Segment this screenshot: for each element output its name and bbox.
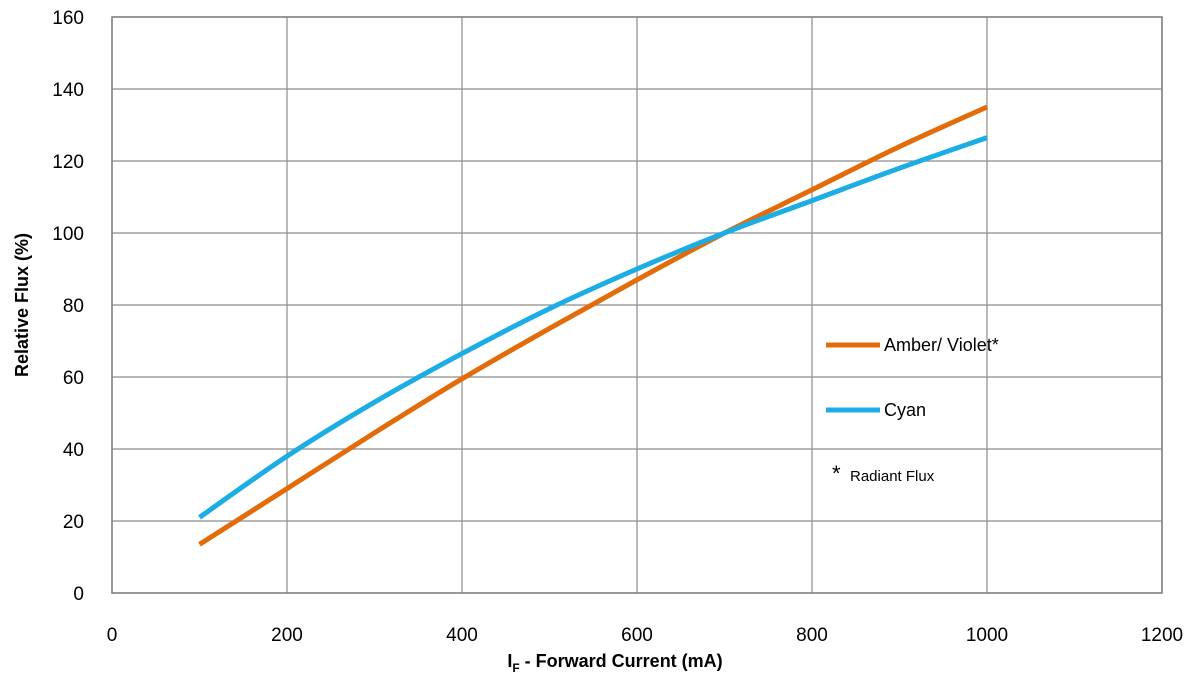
series-line-amber-violet — [198, 104, 989, 547]
legend: Amber/ Violet* Cyan — [826, 335, 999, 420]
y-tick-label: 160 — [52, 8, 84, 29]
x-axis-title-main: I — [507, 651, 512, 671]
radiant-flux-note: * Radiant Flux — [832, 461, 935, 486]
x-tick-label: 1000 — [966, 625, 1008, 646]
y-tick-label: 100 — [52, 224, 84, 245]
grid — [111, 16, 1163, 594]
x-tick-label: 600 — [621, 625, 653, 646]
x-tick-label: 0 — [107, 625, 118, 646]
legend-label-amber-violet: Amber/ Violet* — [884, 335, 999, 355]
radiant-flux-star: * — [832, 461, 841, 486]
y-axis-title: Relative Flux (%) — [12, 233, 32, 377]
x-tick-labels: 0 200 400 600 800 1000 1200 — [107, 625, 1183, 646]
x-axis-title-subscript: F — [512, 661, 519, 675]
legend-label-cyan: Cyan — [884, 400, 926, 420]
series-line-cyan — [198, 135, 988, 520]
y-tick-label: 40 — [63, 440, 84, 461]
x-tick-label: 400 — [446, 625, 478, 646]
y-tick-label: 60 — [63, 368, 84, 389]
x-axis-title-rest: - Forward Current (mA) — [520, 651, 723, 671]
y-tick-labels: 0 20 40 60 80 100 120 140 160 — [52, 8, 84, 605]
plot-area-border — [111, 16, 1163, 594]
x-tick-label: 1200 — [1141, 625, 1183, 646]
x-tick-label: 800 — [796, 625, 828, 646]
y-tick-label: 120 — [52, 152, 84, 173]
y-tick-label: 0 — [73, 584, 84, 605]
y-tick-label: 140 — [52, 80, 84, 101]
x-axis-title: IF - Forward Current (mA) — [507, 651, 722, 675]
y-tick-label: 20 — [63, 512, 84, 533]
x-tick-label: 200 — [271, 625, 303, 646]
radiant-flux-text: Radiant Flux — [850, 468, 935, 485]
series-lines — [198, 104, 989, 547]
y-tick-label: 80 — [63, 296, 84, 317]
